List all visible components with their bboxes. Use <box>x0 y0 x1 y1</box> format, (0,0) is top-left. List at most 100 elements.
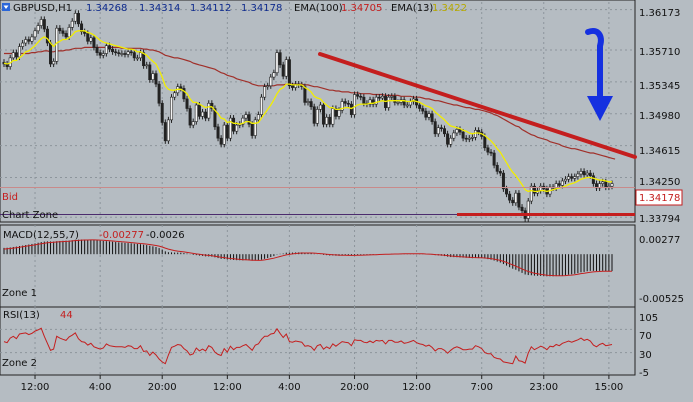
candle-body <box>309 101 313 108</box>
rsi-tick: 70 <box>639 331 652 342</box>
rsi-panel <box>0 306 636 376</box>
candle-body <box>588 172 592 177</box>
candle-body <box>492 152 496 166</box>
candle-body <box>225 124 229 139</box>
candle-body <box>306 101 310 103</box>
resistance-trendline[interactable] <box>318 52 637 159</box>
candle-body <box>436 127 440 135</box>
candle-body <box>11 52 15 59</box>
candle-body <box>452 132 456 139</box>
candle-body <box>405 104 409 107</box>
candle-body <box>138 52 142 59</box>
candle-body <box>275 52 279 74</box>
macd-axis-bottom: -0.00525 <box>639 294 684 305</box>
candle-body <box>477 130 481 133</box>
candle-body <box>303 86 307 103</box>
price-tick: 1.34980 <box>639 111 680 122</box>
price-tick: 1.34615 <box>639 146 680 157</box>
candle-body <box>111 48 115 53</box>
candle-body <box>563 178 567 182</box>
ema100-label: EMA(100) <box>294 3 343 14</box>
candle-body <box>427 113 431 118</box>
candle-body <box>216 126 220 139</box>
candle-body <box>24 39 28 44</box>
candle-body <box>148 64 152 80</box>
candle-body <box>591 175 595 184</box>
candle-body <box>142 52 146 67</box>
candle-body <box>126 51 130 55</box>
candle-body <box>331 108 335 125</box>
candle-body <box>30 36 34 42</box>
candle-body <box>380 95 384 99</box>
candle-body <box>567 176 571 180</box>
candle-body <box>160 102 164 123</box>
candle-body <box>576 173 580 177</box>
candle-body <box>191 121 195 126</box>
candle-body <box>483 136 487 149</box>
candle-body <box>343 101 347 104</box>
candle-body <box>114 51 118 54</box>
candle-body <box>194 104 198 122</box>
candle-body <box>539 185 543 191</box>
candle-body <box>368 99 372 105</box>
candle-body <box>58 27 62 32</box>
price-tick: 1.35710 <box>639 47 680 58</box>
candle-body <box>39 19 43 26</box>
candle-body <box>526 200 530 219</box>
candle-body <box>129 51 133 54</box>
rsi-indicator <box>0 327 635 365</box>
time-tick-label: 20:00 <box>340 382 369 393</box>
chart-zone-label: Chart Zone <box>2 210 58 221</box>
candle-body <box>36 25 40 32</box>
candle-body <box>433 121 437 135</box>
bid-price-value: 1.34178 <box>639 193 680 204</box>
candle-body <box>204 111 208 119</box>
ema13-value: 1.3422 <box>432 3 467 14</box>
candle-body <box>45 28 49 44</box>
ohlc-low: 1.34112 <box>190 3 231 14</box>
candle-body <box>101 53 105 56</box>
candle-body <box>154 73 158 85</box>
candle-body <box>359 95 363 98</box>
candle-body <box>18 46 22 58</box>
candle-body <box>371 99 375 105</box>
candle-body <box>42 19 46 30</box>
candle-body <box>421 108 425 112</box>
candle-body <box>83 31 87 34</box>
candle-body <box>430 113 434 122</box>
candle-body <box>70 20 74 28</box>
candle-body <box>532 185 536 194</box>
candle-body <box>207 102 211 119</box>
ema100-value: 1.34705 <box>341 3 382 14</box>
candle-body <box>337 109 341 117</box>
candle-body <box>253 119 257 136</box>
candle-body <box>508 193 512 201</box>
candle-body <box>501 172 505 190</box>
candle-body <box>185 98 189 109</box>
ema13-line-layer <box>3 30 612 193</box>
candle-body <box>402 99 406 106</box>
candle-body <box>201 111 205 117</box>
price-tick: 1.36173 <box>639 8 680 19</box>
candle-body <box>396 102 400 104</box>
candle-body <box>318 104 322 110</box>
candle-body <box>418 104 422 109</box>
time-tick-label: 12:00 <box>21 382 50 393</box>
candle-body <box>104 45 108 54</box>
candle-body <box>157 83 161 104</box>
candle-body <box>529 185 533 202</box>
candle-body <box>424 110 428 118</box>
candle-body <box>89 37 93 42</box>
candle-body <box>135 57 139 60</box>
rsi-tick: 105 <box>639 313 658 324</box>
time-axis: 12:00 4:00 20:00 12:00 4:00 20:00 12:00 7:00 23:… <box>21 375 623 393</box>
rsi-tick: 30 <box>639 350 652 361</box>
candle-body <box>284 59 288 77</box>
candle-body <box>393 95 397 103</box>
candle-body <box>228 117 232 139</box>
price-tick: 1.34250 <box>639 177 680 188</box>
down-arrow-icon[interactable] <box>585 28 604 103</box>
time-tick-label: 7:00 <box>470 382 492 393</box>
time-tick-label: 4:00 <box>278 382 300 393</box>
